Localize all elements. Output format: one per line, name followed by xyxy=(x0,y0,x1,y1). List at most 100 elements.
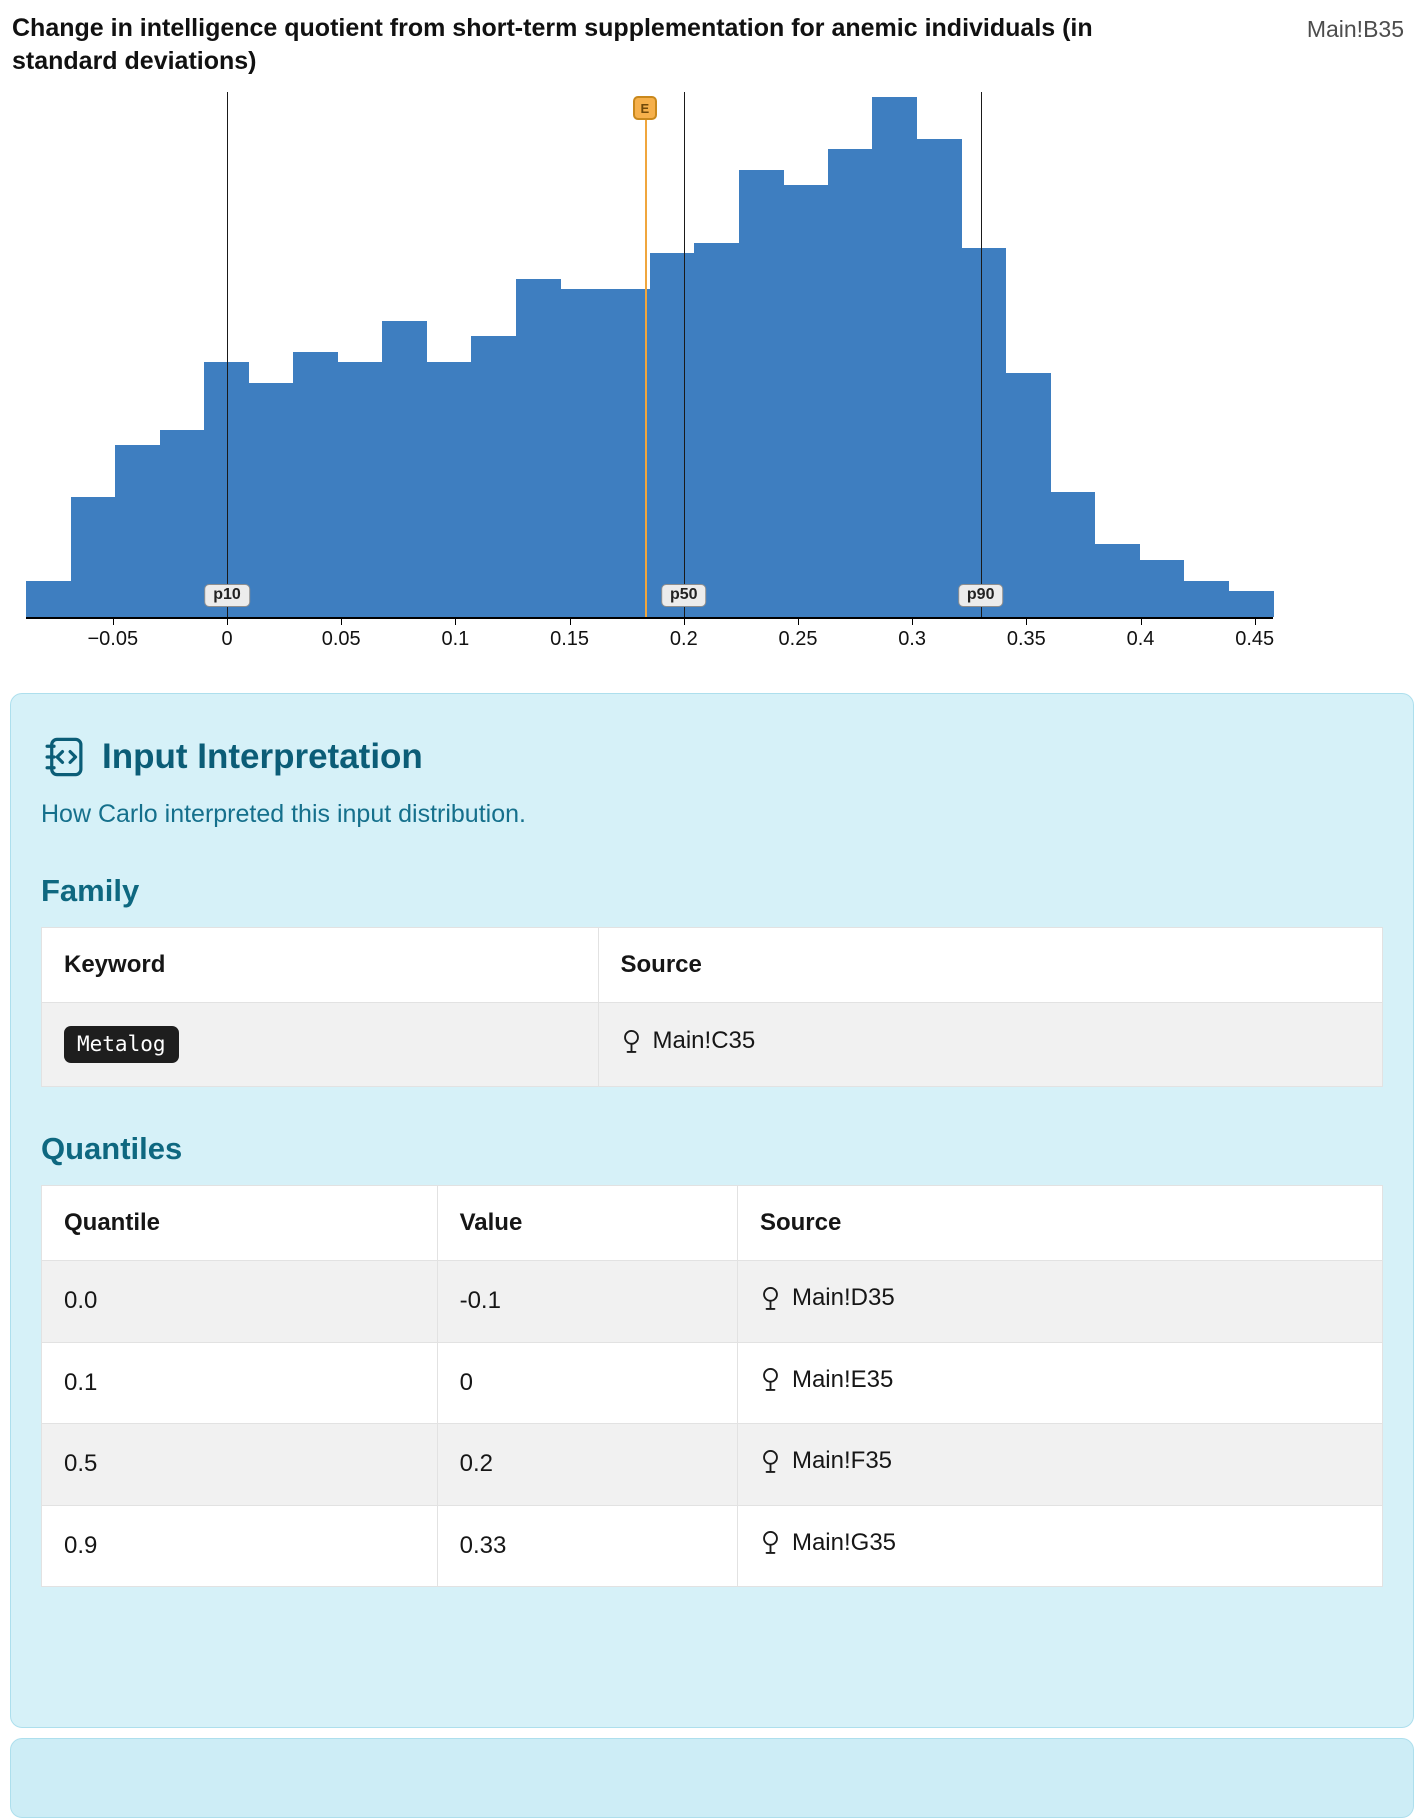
mean-line xyxy=(644,110,647,617)
source-link[interactable]: Main!C35 xyxy=(621,1027,756,1055)
quantiles-header-row: Quantile Value Source xyxy=(41,1185,1384,1262)
source-link[interactable]: Main!E35 xyxy=(760,1366,893,1394)
value-cell: -0.1 xyxy=(436,1260,738,1343)
histogram-bar xyxy=(649,253,695,617)
x-axis-tick xyxy=(341,619,343,625)
histogram-plot[interactable]: p10 p50 p90 E xyxy=(26,92,1274,617)
histogram-bar xyxy=(1005,373,1051,617)
x-axis-tick-label: 0.4 xyxy=(1126,628,1155,650)
quantile-row: 0.9 0.33 Main!G35 xyxy=(41,1504,1384,1588)
histogram-chart[interactable]: p10 p50 p90 E −0.05 0 0.05 0.1 0.15 0.2 0.25 0.3 0.… xyxy=(0,82,1424,667)
source-cell-reference: Main!C35 xyxy=(652,1027,756,1055)
histogram-bar xyxy=(248,383,294,617)
histogram-bar xyxy=(694,243,740,617)
histogram-bar xyxy=(426,362,472,617)
location-pin-icon xyxy=(763,1286,778,1310)
family-col-source: Source xyxy=(597,927,1383,1003)
cell-reference: Main!B35 xyxy=(1306,16,1404,42)
location-pin-icon xyxy=(763,1531,778,1554)
percentile-line-p90 xyxy=(980,92,982,617)
value-cell: 0 xyxy=(436,1341,738,1425)
quantiles-heading: Quantiles xyxy=(41,1131,183,1167)
location-pin-icon xyxy=(623,1029,639,1053)
chart-title: Change in intelligence quotient from sho… xyxy=(12,14,1093,75)
family-heading: Family xyxy=(41,873,140,908)
histogram-bar xyxy=(961,248,1007,617)
source-cell-reference: Main!E35 xyxy=(791,1365,894,1393)
quantile-row: 0.1 0 Main!E35 xyxy=(41,1341,1384,1425)
quantile-cell: 0.1 xyxy=(41,1341,438,1425)
histogram-bar xyxy=(1183,581,1229,617)
location-pin-icon xyxy=(763,1368,778,1391)
histogram-bar xyxy=(204,362,250,617)
panel-heading: Input Interpretation xyxy=(41,734,1383,780)
x-axis-tick xyxy=(112,619,114,625)
quantiles-col-value: Value xyxy=(436,1185,738,1262)
family-header-row: Keyword Source xyxy=(41,927,1383,1003)
source-cell-reference: Main!G35 xyxy=(791,1528,897,1556)
quantile-source-cell: Main!D35 xyxy=(736,1260,1384,1343)
family-col-keyword: Keyword xyxy=(41,927,599,1003)
value-cell: 0.2 xyxy=(436,1423,738,1506)
histogram-bar xyxy=(115,445,161,617)
x-axis-tick xyxy=(1254,619,1256,625)
x-axis-tick xyxy=(798,619,799,625)
quantile-row: 0.5 0.2 Main!F35 xyxy=(41,1423,1384,1506)
histogram-bar xyxy=(293,352,339,617)
panel-title: Input Interpretation xyxy=(102,737,423,776)
value-cell: 0.33 xyxy=(436,1504,738,1588)
histogram-bar xyxy=(872,97,918,617)
x-axis-tick-label: 0.15 xyxy=(550,628,590,650)
source-link[interactable]: Main!F35 xyxy=(760,1447,892,1475)
quantiles-col-quantile: Quantile xyxy=(41,1185,438,1262)
histogram-bar xyxy=(471,336,517,617)
source-link[interactable]: Main!D35 xyxy=(760,1284,895,1312)
mean-marker-handle[interactable]: E xyxy=(632,96,657,120)
source-cell-reference: Main!D35 xyxy=(791,1284,895,1312)
family-source-cell: Main!C35 xyxy=(597,1001,1383,1088)
histogram-bar xyxy=(382,321,428,617)
input-interpretation-panel: Input Interpretation How Carlo interpret… xyxy=(10,693,1414,1729)
x-axis-tick xyxy=(683,619,685,625)
histogram-bar xyxy=(560,289,606,617)
source-link[interactable]: Main!G35 xyxy=(760,1529,896,1557)
x-axis-tick-label: 0.3 xyxy=(898,628,926,650)
next-panel-partial xyxy=(10,1738,1414,1818)
quantile-cell: 0.5 xyxy=(41,1423,438,1506)
quantile-source-cell: Main!F35 xyxy=(736,1423,1384,1506)
x-axis-tick-label: 0.1 xyxy=(441,628,470,650)
histogram-bar xyxy=(1050,492,1096,617)
x-axis-tick xyxy=(1026,619,1028,625)
percentile-line-p50 xyxy=(683,92,685,617)
quantile-source-cell: Main!G35 xyxy=(736,1504,1384,1588)
histogram-bar xyxy=(783,185,829,617)
histogram-bar xyxy=(337,362,383,617)
histogram-bar xyxy=(916,139,962,617)
x-axis-tick-label: 0.2 xyxy=(669,628,698,650)
x-axis-tick xyxy=(1140,619,1142,625)
histogram-bar xyxy=(26,581,72,617)
x-axis-tick-label: −0.05 xyxy=(87,628,139,650)
x-axis-tick-label: 0 xyxy=(221,628,233,650)
histogram-bar xyxy=(1094,544,1140,617)
x-axis-labels: −0.05 0 0.05 0.1 0.15 0.2 0.25 0.3 0.35 0.4 0.45 xyxy=(26,619,1275,663)
x-axis-line xyxy=(26,617,1273,619)
chart-header: Change in intelligence quotient from sho… xyxy=(0,0,1424,78)
percentile-line-p10 xyxy=(227,92,228,617)
histogram-bar xyxy=(1228,591,1274,617)
source-cell-reference: Main!F35 xyxy=(791,1447,893,1475)
histogram-bar xyxy=(738,170,784,617)
histogram-bar xyxy=(515,279,561,617)
histogram-bar xyxy=(70,497,116,617)
x-axis-tick xyxy=(227,619,228,625)
family-keyword-cell: Metalog xyxy=(41,1001,599,1088)
interpretation-icon xyxy=(41,734,87,780)
x-axis-tick-label: 0.45 xyxy=(1235,628,1275,650)
histogram-bar xyxy=(605,289,651,617)
x-axis-tick xyxy=(455,619,457,625)
histogram-bar xyxy=(827,149,873,617)
location-pin-icon xyxy=(763,1449,778,1473)
quantile-row: 0.0 -0.1 Main!D35 xyxy=(41,1260,1384,1343)
quantile-source-cell: Main!E35 xyxy=(736,1341,1384,1425)
x-axis-tick xyxy=(912,619,914,625)
